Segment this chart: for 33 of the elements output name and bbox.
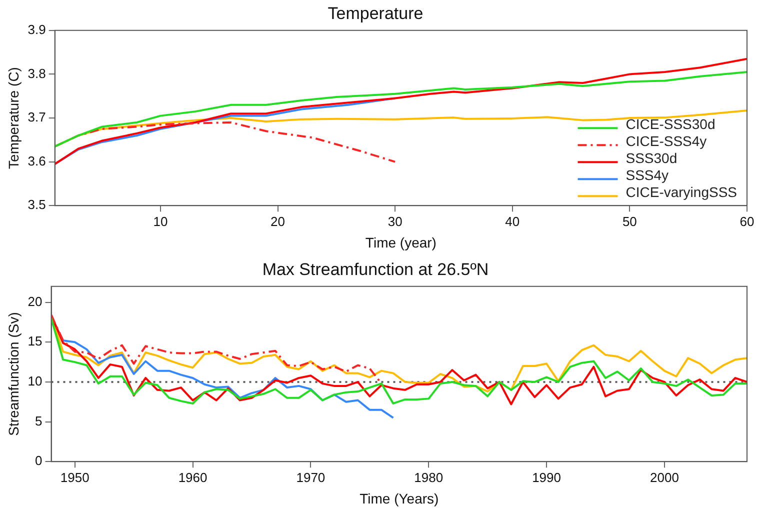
x-tick-label: 10 xyxy=(153,214,168,229)
x-tick-label: 50 xyxy=(622,214,637,229)
x-tick-label: 2000 xyxy=(650,470,679,485)
y-tick-label: 3.6 xyxy=(28,153,46,168)
y-tick-label: 3.9 xyxy=(28,22,46,37)
x-tick-label: 20 xyxy=(270,214,285,229)
x-axis-title: Time (year) xyxy=(365,234,436,250)
y-tick-label: 5 xyxy=(35,413,42,428)
legend-label: CICE-SSS30d xyxy=(626,116,716,132)
y-tick-label: 20 xyxy=(28,294,42,309)
y-tick-label: 0 xyxy=(35,453,42,468)
x-tick-label: 1990 xyxy=(532,470,561,485)
x-tick-label: 1950 xyxy=(60,470,90,485)
legend-label: SSS30d xyxy=(626,150,678,166)
x-axis-title: Time (Years) xyxy=(360,490,439,506)
x-tick-label: 1970 xyxy=(296,470,326,485)
legend-label: CICE-varyingSSS xyxy=(626,184,738,200)
x-tick-label: 1980 xyxy=(414,470,444,485)
x-tick-label: 30 xyxy=(388,214,402,229)
legend-label: SSS4y xyxy=(626,166,669,183)
y-tick-label: 10 xyxy=(28,374,42,389)
y-tick-label: 3.7 xyxy=(28,110,46,125)
x-tick-label: 40 xyxy=(505,214,520,229)
x-tick-label: 1960 xyxy=(178,470,208,485)
y-axis-title: Streamfunction (Sv) xyxy=(5,312,22,436)
chart-title: Max Streamfunction at 26.5ºN xyxy=(262,260,489,279)
legend-label: CICE-SSS4y xyxy=(626,132,707,149)
y-axis-title: Temperature (C) xyxy=(5,67,22,169)
y-tick-label: 3.5 xyxy=(28,197,46,212)
y-tick-label: 3.8 xyxy=(28,66,46,81)
x-tick-label: 60 xyxy=(740,214,754,229)
chart-title: Temperature xyxy=(328,4,424,23)
y-tick-label: 15 xyxy=(28,334,42,349)
